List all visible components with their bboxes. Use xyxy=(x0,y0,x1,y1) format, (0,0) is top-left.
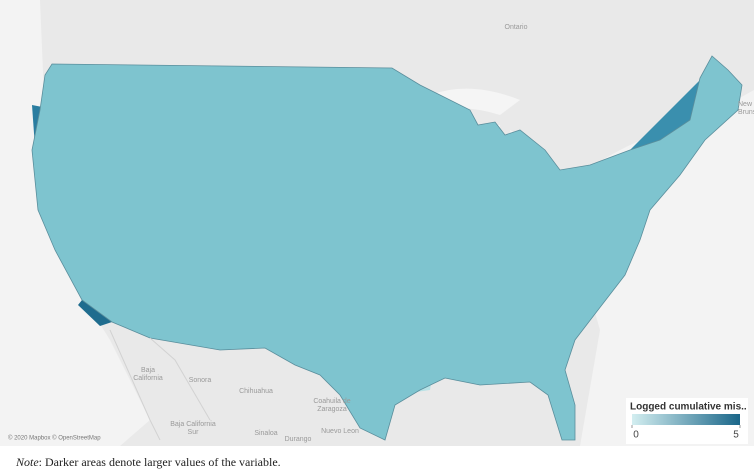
legend-gradient xyxy=(632,414,740,425)
place-label: Sinaloa xyxy=(254,430,277,437)
place-label: Sur xyxy=(188,429,200,436)
place-label: Coahuila de xyxy=(313,398,350,405)
place-label: Baja California xyxy=(170,421,216,428)
place-label: Brunsw xyxy=(738,109,754,116)
united-states xyxy=(31,55,743,441)
legend-title: Logged cumulative mis.. xyxy=(630,402,747,413)
place-label: Durango xyxy=(285,436,312,443)
place-label: Sonora xyxy=(189,377,212,384)
place-label: Chihuahua xyxy=(239,388,273,395)
place-label: Baja xyxy=(141,367,155,374)
place-label: Nuevo Leon xyxy=(321,428,359,435)
legend-tick-label: 5 xyxy=(733,430,739,441)
mexico-coast xyxy=(109,329,211,441)
place-label: Ontario xyxy=(505,24,528,31)
place-label: California xyxy=(133,375,163,382)
place-label: Zaragoza xyxy=(317,406,347,413)
place-label: New xyxy=(738,101,753,108)
legend-tick-label: 0 xyxy=(633,430,639,441)
note-text: : Darker areas denote larger values of t… xyxy=(38,455,281,469)
attribution: © 2020 Mapbox © OpenStreetMap xyxy=(8,435,101,442)
note: Note: Darker areas denote larger values … xyxy=(16,455,281,470)
note-label: Note xyxy=(16,455,39,469)
